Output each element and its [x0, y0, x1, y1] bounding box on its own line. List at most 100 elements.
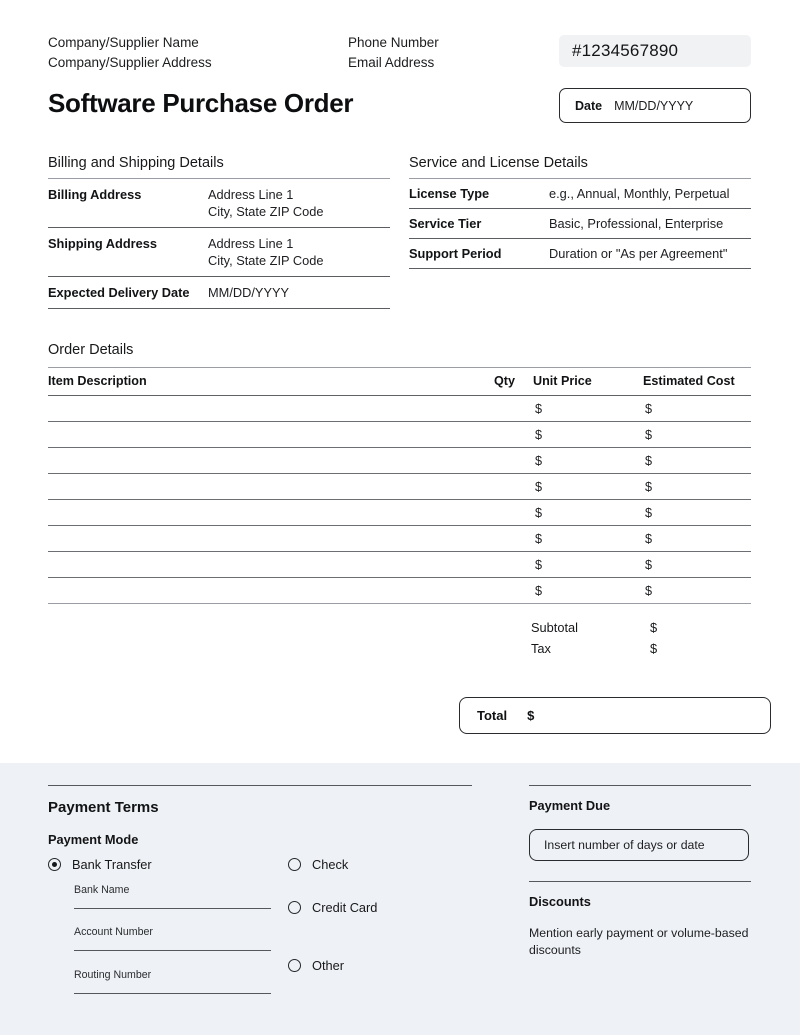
radio-option-credit-card[interactable]: Credit Card: [288, 900, 377, 915]
date-field[interactable]: Date MM/DD/YYYY: [559, 88, 751, 123]
discounts-rule: [529, 881, 751, 882]
cell-estimated-cost[interactable]: $: [643, 395, 751, 422]
payment-due-value: Insert number of days or date: [544, 838, 705, 852]
cell-estimated-cost[interactable]: $: [643, 447, 751, 474]
shipping-address-line2: City, State ZIP Code: [208, 253, 324, 268]
cell-unit-price[interactable]: $: [533, 577, 643, 604]
billing-address-line2: City, State ZIP Code: [208, 204, 324, 219]
account-number-input-line[interactable]: [74, 950, 271, 951]
cell-description[interactable]: [48, 499, 468, 526]
cell-description[interactable]: [48, 577, 468, 604]
order-details-section: Order Details Item Description Qty Unit …: [48, 342, 751, 604]
contact-info-block: Phone Number Email Address: [348, 33, 439, 73]
bank-name-field[interactable]: Bank Name: [74, 884, 271, 909]
cell-qty[interactable]: [468, 421, 533, 448]
cell-qty[interactable]: [468, 525, 533, 552]
billing-address-line1: Address Line 1: [208, 187, 294, 202]
cell-qty[interactable]: [468, 473, 533, 500]
total-label: Total: [477, 708, 508, 723]
discounts-text: Mention early payment or volume-based di…: [529, 926, 749, 957]
table-row[interactable]: $ $: [48, 577, 751, 604]
radio-option-check[interactable]: Check: [288, 857, 348, 872]
col-estimated-cost: Estimated Cost: [643, 367, 751, 396]
col-qty: Qty: [468, 367, 533, 396]
table-row[interactable]: $ $: [48, 525, 751, 552]
expected-delivery-value[interactable]: MM/DD/YYYY: [208, 285, 290, 300]
cell-unit-price[interactable]: $: [533, 421, 643, 448]
cell-unit-price[interactable]: $: [533, 551, 643, 578]
date-value: MM/DD/YYYY: [614, 98, 694, 113]
license-type-value[interactable]: e.g., Annual, Monthly, Perpetual: [549, 186, 730, 201]
col-item-description: Item Description: [48, 367, 468, 396]
cell-description[interactable]: [48, 395, 468, 422]
cell-estimated-cost[interactable]: $: [643, 473, 751, 500]
bank-name-input-line[interactable]: [74, 908, 271, 909]
company-info-block: Company/Supplier Name Company/Supplier A…: [48, 33, 212, 73]
shipping-address-value[interactable]: Address Line 1 City, State ZIP Code: [208, 235, 323, 269]
cell-estimated-cost[interactable]: $: [643, 421, 751, 448]
billing-address-label: Billing Address: [48, 187, 142, 202]
cell-qty[interactable]: [468, 395, 533, 422]
radio-icon-check[interactable]: [288, 858, 301, 871]
cell-qty[interactable]: [468, 551, 533, 578]
billing-address-value[interactable]: Address Line 1 City, State ZIP Code: [208, 186, 323, 220]
service-tier-value[interactable]: Basic, Professional, Enterprise: [549, 216, 724, 231]
order-table-body: $ $ $ $ $ $ $: [48, 395, 751, 604]
cell-unit-price[interactable]: $: [533, 525, 643, 552]
cell-estimated-cost[interactable]: $: [643, 499, 751, 526]
payment-terms-title: Payment Terms: [48, 799, 159, 816]
account-number-field[interactable]: Account Number: [74, 926, 271, 951]
email-address: Email Address: [348, 55, 435, 70]
table-row[interactable]: $ $: [48, 473, 751, 500]
cell-estimated-cost[interactable]: $: [643, 551, 751, 578]
tax-value[interactable]: $: [650, 641, 658, 656]
radio-icon-other[interactable]: [288, 959, 301, 972]
cell-description[interactable]: [48, 551, 468, 578]
cell-description[interactable]: [48, 525, 468, 552]
radio-label-credit-card: Credit Card: [312, 900, 378, 915]
order-table-header-row: Item Description Qty Unit Price Estimate…: [48, 367, 751, 396]
date-label: Date: [575, 98, 603, 113]
table-row[interactable]: $ $: [48, 447, 751, 474]
radio-option-bank-transfer[interactable]: Bank Transfer: [48, 857, 152, 872]
billing-row-divider: [48, 227, 390, 228]
order-number-badge[interactable]: #1234567890: [559, 35, 751, 67]
radio-label-bank-transfer: Bank Transfer: [72, 857, 152, 872]
service-tier-row: Service Tier Basic, Professional, Enterp…: [409, 209, 751, 238]
support-period-label: Support Period: [409, 246, 502, 261]
cell-description[interactable]: [48, 473, 468, 500]
routing-number-field[interactable]: Routing Number: [74, 969, 271, 994]
support-period-value[interactable]: Duration or "As per Agreement": [549, 246, 728, 261]
table-row[interactable]: $ $: [48, 395, 751, 422]
radio-icon-credit-card[interactable]: [288, 901, 301, 914]
table-row[interactable]: $ $: [48, 421, 751, 448]
cell-description[interactable]: [48, 421, 468, 448]
payment-mode-label: Payment Mode: [48, 832, 139, 847]
payment-terms-section: Payment Terms Payment Mode Bank Transfer…: [48, 785, 472, 1017]
cell-unit-price[interactable]: $: [533, 473, 643, 500]
payment-due-input[interactable]: Insert number of days or date: [529, 829, 749, 861]
billing-section-title: Billing and Shipping Details: [48, 155, 224, 171]
radio-option-other[interactable]: Other: [288, 958, 344, 973]
radio-icon-bank-transfer[interactable]: [48, 858, 61, 871]
cell-description[interactable]: [48, 447, 468, 474]
cell-qty[interactable]: [468, 447, 533, 474]
tax-label: Tax: [531, 641, 551, 656]
cell-unit-price[interactable]: $: [533, 499, 643, 526]
cell-unit-price[interactable]: $: [533, 395, 643, 422]
company-name: Company/Supplier Name: [48, 35, 199, 50]
subtotal-value[interactable]: $: [650, 620, 658, 635]
support-period-divider: [409, 268, 751, 269]
table-row[interactable]: $ $: [48, 499, 751, 526]
cell-qty[interactable]: [468, 577, 533, 604]
discounts-title: Discounts: [529, 894, 591, 909]
cell-qty[interactable]: [468, 499, 533, 526]
shipping-address-row: Shipping Address Address Line 1 City, St…: [48, 228, 390, 276]
cell-estimated-cost[interactable]: $: [643, 577, 751, 604]
total-box[interactable]: Total $: [459, 697, 771, 734]
routing-number-input-line[interactable]: [74, 993, 271, 994]
cell-estimated-cost[interactable]: $: [643, 525, 751, 552]
routing-number-label: Routing Number: [74, 969, 152, 981]
cell-unit-price[interactable]: $: [533, 447, 643, 474]
table-row[interactable]: $ $: [48, 551, 751, 578]
